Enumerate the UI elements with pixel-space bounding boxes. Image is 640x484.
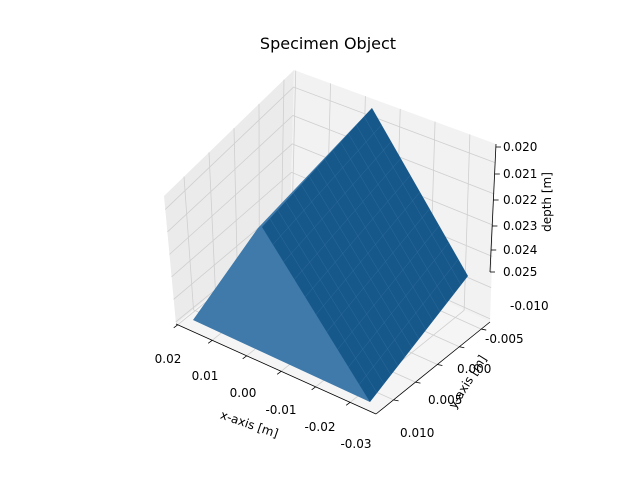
y-tick-label: -0.005 xyxy=(485,332,524,346)
x-tick xyxy=(277,371,281,374)
y-tick-label: 0.010 xyxy=(400,426,434,440)
x-tick-label: 0.00 xyxy=(230,386,257,400)
z-tick-label: 0.020 xyxy=(503,140,537,154)
z-tick-label: 0.024 xyxy=(503,243,537,257)
x-tick-label: -0.02 xyxy=(304,420,335,434)
x-tick xyxy=(312,387,316,390)
x-tick xyxy=(174,325,178,328)
x-tick-label: 0.02 xyxy=(155,352,182,366)
x-tick-label: -0.01 xyxy=(265,403,296,417)
z-axis-label: depth [m] xyxy=(540,172,554,232)
chart-title: Specimen Object xyxy=(260,34,396,53)
z-tick-label: 0.025 xyxy=(503,265,537,279)
y-tick xyxy=(415,382,420,383)
x-tick-label: 0.01 xyxy=(192,369,219,383)
z-tick-label: 0.021 xyxy=(503,167,537,181)
x-tick xyxy=(208,340,212,343)
y-tick-label: -0.010 xyxy=(510,299,549,313)
y-tick xyxy=(481,329,486,330)
y-tick xyxy=(394,400,399,401)
z-tick-label: 0.022 xyxy=(503,193,537,207)
z-tick-label: 0.023 xyxy=(503,219,537,233)
x-tick xyxy=(346,402,350,405)
y-tick xyxy=(437,364,442,365)
x-tick-label: -0.03 xyxy=(340,437,371,451)
y-tick xyxy=(459,347,464,348)
x-tick xyxy=(243,356,247,359)
